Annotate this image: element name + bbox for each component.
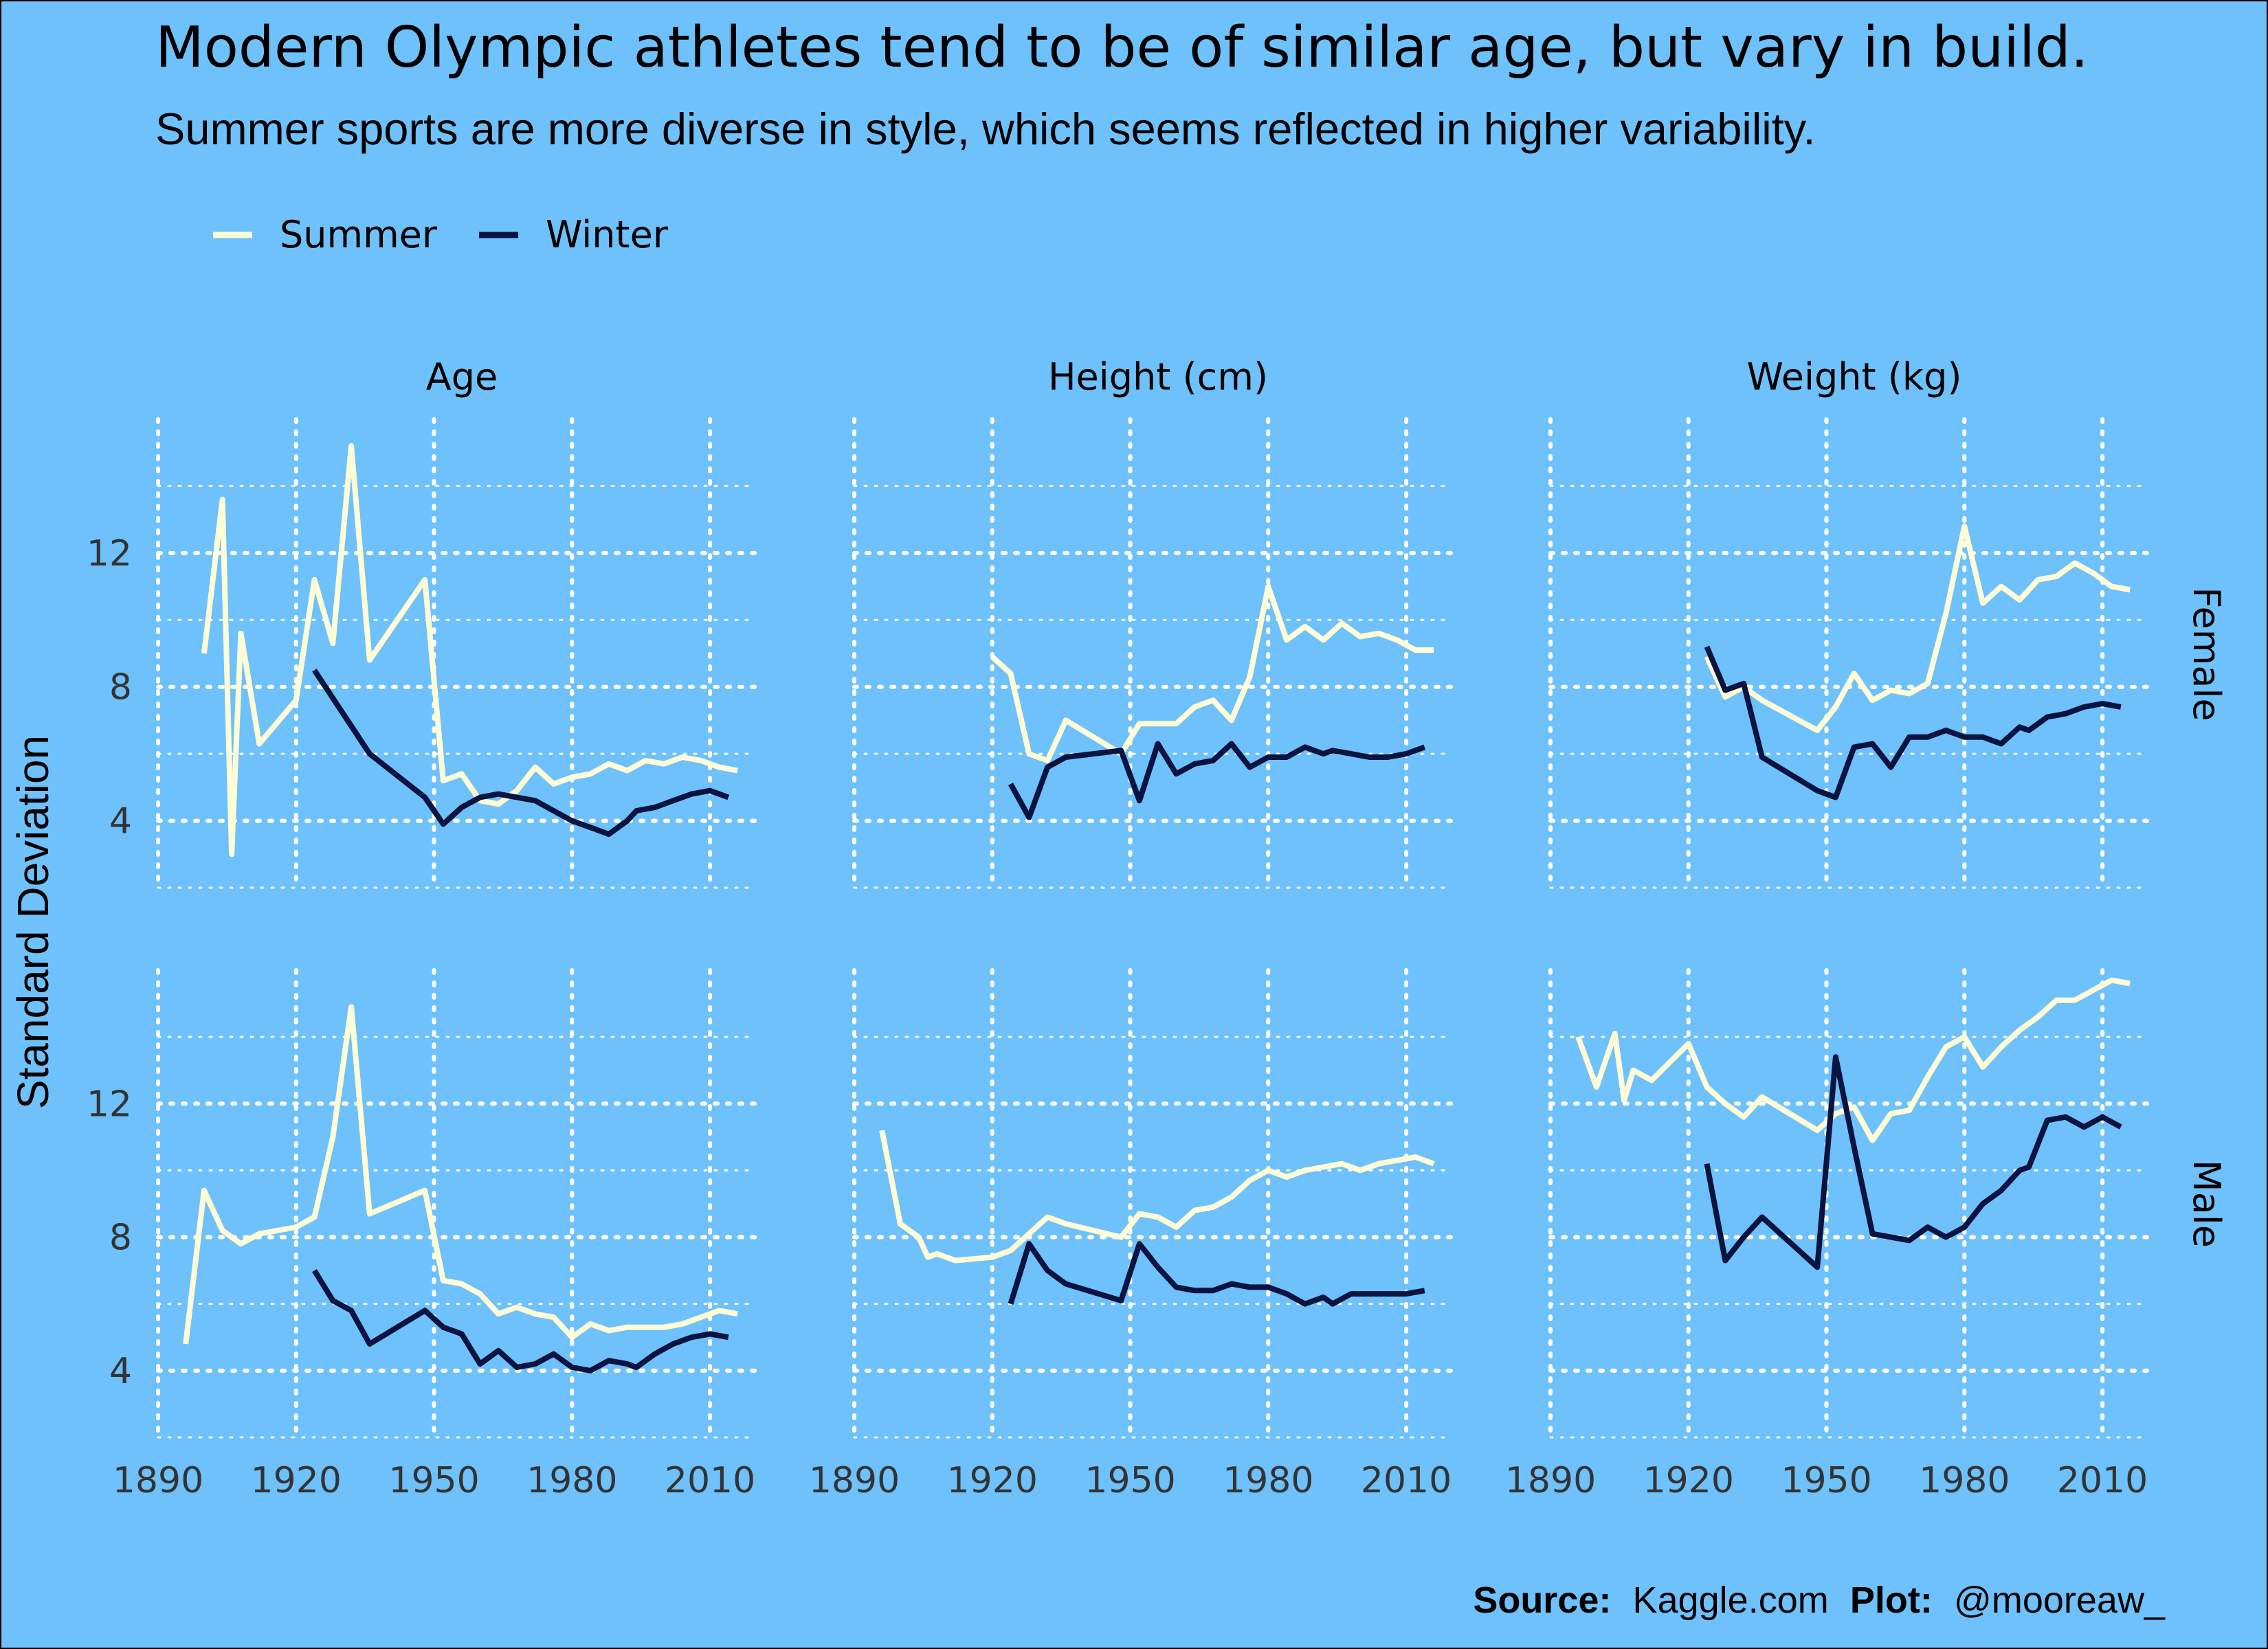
panel-female-height-cm bbox=[852, 417, 1454, 890]
x-tick-label: 1980 bbox=[1223, 1460, 1313, 1501]
panel-male-weight-kg: 1890 1920 1950 1980 2010 bbox=[1505, 968, 2150, 1501]
series-line-winter-male-weight-kg bbox=[1704, 1054, 2122, 1270]
x-tick-label: 1950 bbox=[1781, 1460, 1871, 1501]
series-line-winter-male-height-cm bbox=[1008, 1241, 1425, 1307]
x-tick-label: 1890 bbox=[809, 1460, 900, 1501]
series-line-summer-male-age bbox=[183, 1004, 738, 1345]
legend-label-winter: Winter bbox=[546, 213, 669, 256]
y-tick-label: 8 bbox=[109, 667, 132, 708]
series-line-summer-male-height-cm bbox=[879, 1130, 1435, 1264]
x-tick-label: 1980 bbox=[526, 1460, 617, 1501]
x-tick-label: 1950 bbox=[1085, 1460, 1175, 1501]
series-line-winter-male-age bbox=[312, 1269, 729, 1373]
series-line-summer-female-weight-kg bbox=[1704, 523, 2131, 733]
x-tick-label: 1890 bbox=[113, 1460, 203, 1501]
facet-label-height: Height (cm) bbox=[1048, 355, 1268, 399]
series-line-summer-male-weight-kg bbox=[1575, 977, 2131, 1143]
facet-label-female: Female bbox=[2185, 587, 2228, 721]
x-tick-label: 1950 bbox=[388, 1460, 479, 1501]
caption-source-label: Source: bbox=[1473, 1580, 1611, 1621]
y-tick-label: 4 bbox=[109, 1351, 132, 1392]
facet-label-male: Male bbox=[2185, 1160, 2228, 1248]
y-axis-label: Standard Deviation bbox=[8, 735, 58, 1109]
caption-plot-text: @mooreaw_ bbox=[1954, 1580, 2166, 1621]
y-tick-label: 4 bbox=[109, 801, 132, 842]
series-line-winter-female-age bbox=[312, 669, 730, 838]
chart-title: Modern Olympic athletes tend to be of si… bbox=[155, 15, 2089, 80]
x-tick-label: 2010 bbox=[2057, 1460, 2148, 1501]
y-tick-label: 8 bbox=[109, 1218, 132, 1259]
caption: Source: Kaggle.com Plot: @mooreaw_ bbox=[1473, 1578, 2166, 1622]
x-tick-label: 1920 bbox=[1643, 1460, 1734, 1501]
x-tick-label: 1890 bbox=[1505, 1460, 1596, 1501]
caption-plot-label: Plot: bbox=[1850, 1580, 1933, 1621]
x-tick-label: 2010 bbox=[1361, 1460, 1452, 1501]
panel-male-age: 4 8 12 1890 1920 1950 1980 2010 bbox=[87, 968, 758, 1501]
y-tick-label: 12 bbox=[87, 533, 132, 574]
caption-source-text: Kaggle.com bbox=[1633, 1580, 1829, 1621]
x-tick-label: 2010 bbox=[665, 1460, 755, 1501]
panel-male-height-cm: 1890 1920 1950 1980 2010 bbox=[809, 968, 1454, 1501]
legend: Summer Winter bbox=[213, 213, 669, 256]
y-tick-label: 12 bbox=[87, 1084, 132, 1125]
legend-label-summer: Summer bbox=[280, 213, 438, 256]
series-line-summer-female-age bbox=[201, 443, 738, 857]
x-tick-label: 1920 bbox=[947, 1460, 1038, 1501]
panels: 4 8 12 4 8 12 1890 1920 1950 1980 2010 1890 1920 1950… bbox=[87, 417, 2150, 1501]
facet-label-weight: Weight (kg) bbox=[1747, 355, 1962, 399]
panel-female-age: 4 8 12 bbox=[87, 417, 758, 890]
chart-subtitle: Summer sports are more diverse in style,… bbox=[155, 104, 1816, 154]
x-tick-label: 1920 bbox=[251, 1460, 342, 1501]
panel-female-weight-kg bbox=[1548, 417, 2150, 890]
series-line-summer-female-height-cm bbox=[990, 583, 1434, 763]
series-line-winter-female-height-cm bbox=[1008, 741, 1426, 820]
facet-label-age: Age bbox=[426, 355, 498, 399]
series-line-winter-female-weight-kg bbox=[1704, 645, 2122, 800]
x-tick-label: 1980 bbox=[1919, 1460, 2010, 1501]
